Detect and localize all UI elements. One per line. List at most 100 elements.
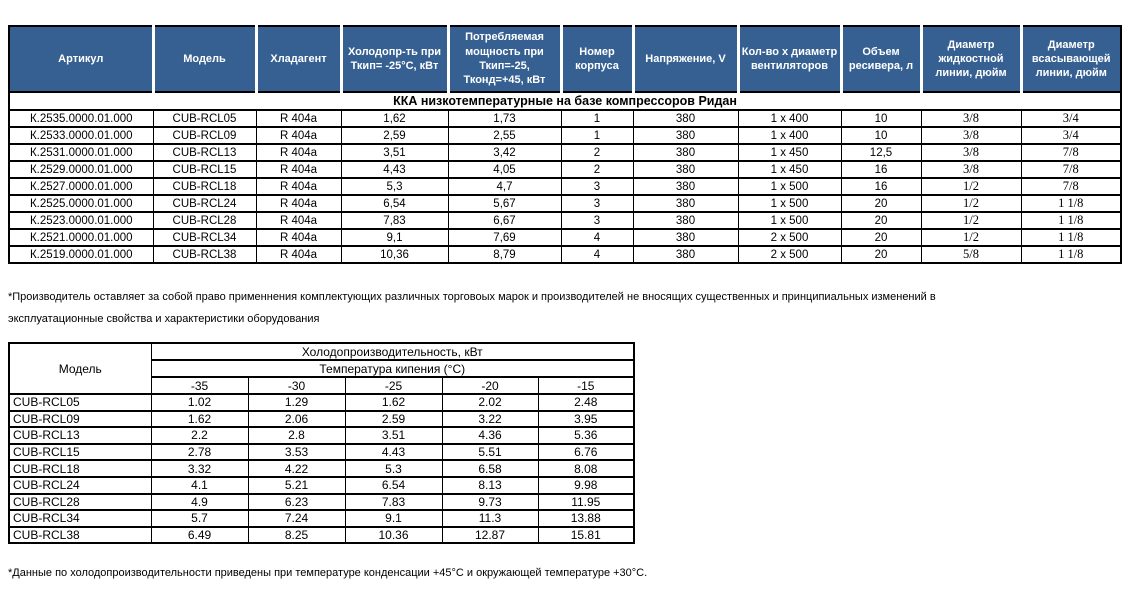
cell: 16 <box>840 177 922 196</box>
cell: 6.54 <box>344 475 443 495</box>
cell: 2.59 <box>344 409 443 429</box>
temp-column-header: -20 <box>441 376 539 395</box>
cell: CUB-RCL18 <box>152 177 257 196</box>
cell: 5,67 <box>447 194 562 213</box>
cell: К.2521.0000.01.000 <box>8 228 154 247</box>
cell: К.2525.0000.01.000 <box>8 194 154 213</box>
model-cell: CUB-RCL28 <box>8 492 152 512</box>
cell: 3.22 <box>441 409 539 429</box>
cell: 4,7 <box>447 177 562 196</box>
column-header: Потребляемая мощность при Ткип=-25, Ткон… <box>446 25 563 93</box>
model-cell: CUB-RCL24 <box>8 475 152 495</box>
table-row: CUB-RCL38 6.49 8.25 10.36 12.87 15.81 <box>8 525 635 545</box>
footnote-1-line-2: эксплуатационные свойства и характеристи… <box>8 313 320 325</box>
cell: 6.23 <box>247 492 346 512</box>
cell: К.2529.0000.01.000 <box>8 160 154 179</box>
cell: 5.51 <box>441 442 539 462</box>
cell: 380 <box>632 194 739 213</box>
table-row: К.2521.0000.01.000 CUB-RCL34 R 404a 9,1 7,69… <box>8 228 1122 247</box>
cell: 3 <box>560 194 634 213</box>
cell: 2 x 500 <box>737 245 842 264</box>
cell: 7,69 <box>447 228 562 247</box>
table-row: К.2533.0000.01.000 CUB-RCL09 R 404a 2,59 2,5… <box>8 126 1122 145</box>
cell: CUB-RCL34 <box>152 228 257 247</box>
capacity-table: Модель Холодопроизводительность, кВт Тем… <box>8 342 636 545</box>
cell: R 404a <box>255 245 342 264</box>
cell: 1/2 <box>920 177 1022 196</box>
cell: 1.62 <box>344 393 443 412</box>
table-row: К.2525.0000.01.000 CUB-RCL24 R 404a 6,54 5,6… <box>8 194 1122 213</box>
footnote-1: *Производитель оставляет за собой право … <box>8 286 1120 330</box>
column-header: Номер корпуса <box>559 25 635 93</box>
cell: 3,51 <box>340 143 449 162</box>
cell: 20 <box>840 211 922 230</box>
products-table: Артикул Модель Хладагент Холодопр-ть при Тк… <box>8 25 1122 264</box>
cell: 3.32 <box>150 459 249 478</box>
cell: 9.73 <box>441 492 539 512</box>
group-header-row: ККА низкотемпературные на базе компрессо… <box>8 91 1122 111</box>
cell: 4,05 <box>447 160 562 179</box>
table-row: К.2523.0000.01.000 CUB-RCL28 R 404a 7,83 6,6… <box>8 211 1122 230</box>
model-cell: CUB-RCL05 <box>8 393 152 412</box>
cell: CUB-RCL38 <box>152 245 257 264</box>
cell: 3 <box>560 211 634 230</box>
table-row: К.2527.0000.01.000 CUB-RCL18 R 404a 5,3 4,7 3… <box>8 177 1122 196</box>
temp-column-header: -35 <box>150 376 249 395</box>
column-header: Хладагент <box>254 25 343 93</box>
footnote-1-line-1: *Производитель оставляет за собой право … <box>8 291 936 303</box>
cell: 1 1/8 <box>1020 194 1122 213</box>
cell: 3.51 <box>344 426 443 445</box>
cell: 2.78 <box>150 442 249 462</box>
table-row: К.2531.0000.01.000 CUB-RCL13 R 404a 3,51 3,4… <box>8 143 1122 162</box>
model-cell: CUB-RCL13 <box>8 426 152 445</box>
cell: 8.13 <box>441 475 539 495</box>
cell: 10.36 <box>344 525 443 545</box>
cell: 3/8 <box>920 143 1022 162</box>
cell: 5/8 <box>920 245 1022 264</box>
cell: 1 <box>560 109 634 128</box>
cell: 1 x 500 <box>737 177 842 196</box>
cell: 13.88 <box>537 509 635 528</box>
column-header: Холодопр-ть при Ткип= -25°С, кВт <box>339 25 450 93</box>
table-row: CUB-RCL05 1.02 1.29 1.62 2.02 2.48 <box>8 393 635 412</box>
footnote-2: *Данные по холодопроизводительности прив… <box>8 567 648 580</box>
cell: 4.43 <box>344 442 443 462</box>
cell: 380 <box>632 160 739 179</box>
cell: 3/8 <box>920 126 1022 145</box>
cell: 1/2 <box>920 194 1022 213</box>
cell: 6.49 <box>150 525 249 545</box>
cell: 20 <box>840 228 922 247</box>
cell: 12,5 <box>840 143 922 162</box>
cell: 6.76 <box>537 442 635 462</box>
cell: 380 <box>632 245 739 264</box>
cell: 1 x 450 <box>737 143 842 162</box>
cell: R 404a <box>255 177 342 196</box>
column-header: Диаметр всасывающей линии, дюйм <box>1019 25 1122 93</box>
cell: 16 <box>840 160 922 179</box>
cell: 20 <box>840 194 922 213</box>
cell: 1 1/8 <box>1020 228 1122 247</box>
cell: 7,83 <box>340 211 449 230</box>
cell: 6,67 <box>447 211 562 230</box>
cell: 4.9 <box>150 492 249 512</box>
cell: CUB-RCL15 <box>152 160 257 179</box>
cell: 380 <box>632 177 739 196</box>
cell: 380 <box>632 228 739 247</box>
cell: 20 <box>840 245 922 264</box>
table-row: К.2535.0000.01.000 CUB-RCL05 R 404a 1,62 1,7… <box>8 109 1122 128</box>
cell: 1 x 500 <box>737 211 842 230</box>
cell: 3/4 <box>1020 126 1122 145</box>
cell: 2.8 <box>247 426 346 445</box>
cell: CUB-RCL24 <box>152 194 257 213</box>
cell: К.2531.0000.01.000 <box>8 143 154 162</box>
cell: 4.1 <box>150 475 249 495</box>
cell: 2,59 <box>340 126 449 145</box>
cell: 3/8 <box>920 160 1022 179</box>
cell: 11.95 <box>537 492 635 512</box>
cell: 7.24 <box>247 509 346 528</box>
cell: CUB-RCL09 <box>152 126 257 145</box>
cell: К.2523.0000.01.000 <box>8 211 154 230</box>
cell: 1 <box>560 126 634 145</box>
cell: 3.53 <box>247 442 346 462</box>
cell: 12.87 <box>441 525 539 545</box>
